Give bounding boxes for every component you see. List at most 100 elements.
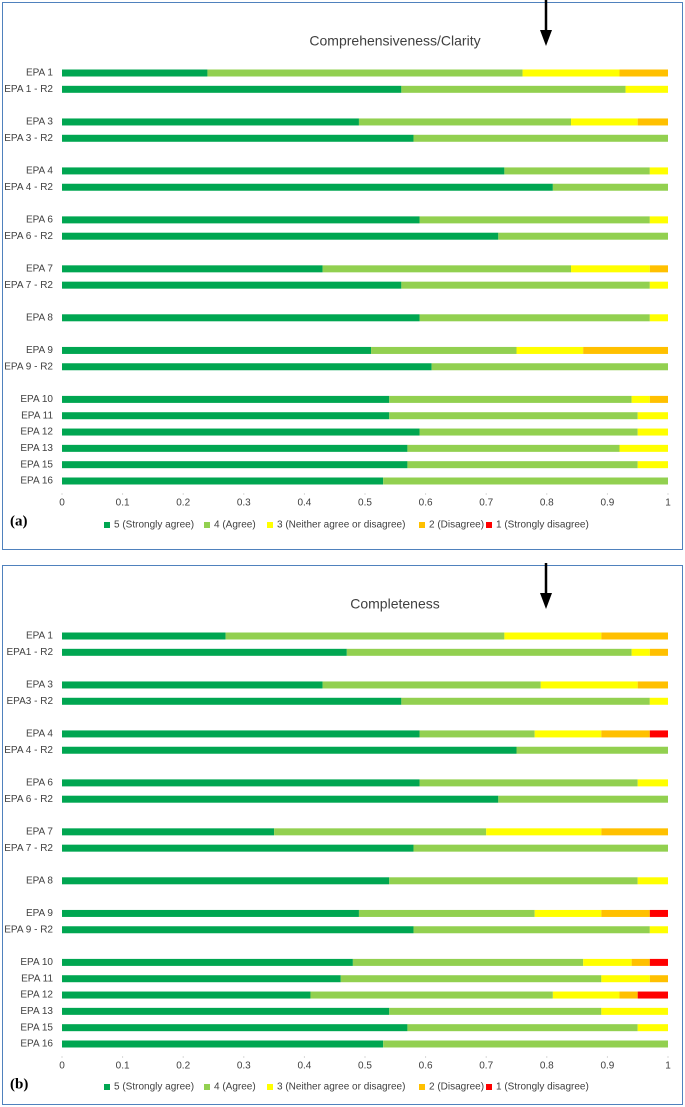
y-tick-label: EPA 11 — [21, 973, 53, 984]
legend-label: 3 (Neither agree or disagree) — [277, 520, 405, 531]
legend-swatch — [104, 522, 110, 528]
bar-segment — [346, 648, 632, 656]
bar-segment — [225, 632, 505, 640]
bar-segment — [637, 428, 668, 436]
bar-segment — [601, 828, 668, 836]
bar-segment — [413, 844, 668, 852]
x-tick-label: 0.6 — [419, 1061, 433, 1072]
bar-segment — [62, 395, 390, 403]
bar-segment — [407, 1024, 638, 1032]
x-tick-label: 0 — [59, 498, 65, 509]
x-tick-label: 0.7 — [479, 1061, 493, 1072]
y-tick-label: EPA 4 - R2 — [4, 745, 53, 756]
bar-segment — [62, 909, 359, 917]
y-tick-label: EPA 9 — [26, 908, 53, 919]
y-tick-label: EPA 4 - R2 — [4, 182, 53, 193]
bar-segment — [637, 991, 668, 999]
bar-segment — [571, 118, 638, 126]
bar-segment — [389, 877, 638, 885]
bar-segment — [552, 991, 620, 999]
bar-segment — [371, 346, 517, 354]
legend-swatch — [104, 1084, 110, 1090]
bar-segment — [62, 746, 517, 754]
bar-segment — [419, 216, 650, 224]
legend-label: 2 (Disagree) — [429, 520, 484, 531]
arrow — [540, 563, 552, 609]
y-tick-label: EPA 13 — [20, 443, 53, 454]
legend-label: 2 (Disagree) — [429, 1082, 484, 1093]
bar-segment — [407, 461, 638, 469]
bar-segment — [62, 85, 402, 93]
bar-segment — [649, 975, 668, 983]
bar-segment — [62, 730, 420, 738]
bar-segment — [62, 958, 353, 966]
bar-segment — [62, 648, 347, 656]
bar-segment — [62, 477, 384, 485]
bar-segment — [62, 975, 341, 983]
x-tick-label: 0.7 — [479, 498, 493, 509]
bar-segment — [401, 85, 626, 93]
panel-label: (b) — [10, 1076, 28, 1092]
bar-segment — [601, 1007, 668, 1015]
x-tick-label: 0 — [59, 1061, 65, 1072]
x-tick-label: 1 — [665, 1061, 671, 1072]
bar-segment — [389, 1007, 602, 1015]
bar-segment — [62, 232, 499, 240]
bar-segment — [62, 363, 432, 371]
y-tick-label: EPA 3 — [26, 117, 53, 128]
bar-segment — [207, 69, 523, 77]
legend-label: 4 (Agree) — [214, 1082, 256, 1093]
bar-segment — [389, 412, 638, 420]
y-tick-label: EPA 1 — [26, 68, 53, 79]
bar-segment — [637, 1024, 668, 1032]
x-tick-label: 0.9 — [600, 1061, 614, 1072]
legend-swatch — [419, 522, 425, 528]
bar-segment — [389, 395, 632, 403]
y-tick-label: EPA 9 - R2 — [4, 361, 53, 372]
bar-segment — [62, 795, 499, 803]
bar-segment — [401, 697, 650, 705]
bar-segment — [413, 134, 668, 142]
y-tick-label: EPA 11 — [21, 410, 53, 421]
bar-segment — [637, 681, 668, 689]
bar-segment — [358, 118, 572, 126]
bar-segment — [637, 779, 668, 787]
bar-segment — [419, 314, 650, 322]
panel-frame — [2, 2, 683, 550]
legend-swatch — [486, 1084, 492, 1090]
legend-label: 4 (Agree) — [214, 520, 256, 531]
bar-segment — [62, 1040, 384, 1048]
y-tick-label: EPA 10 — [20, 957, 53, 968]
chart-title: Completeness — [350, 596, 440, 612]
bar-segment — [649, 958, 668, 966]
bar-segment — [649, 216, 668, 224]
bar-segment — [516, 746, 668, 754]
bar-segment — [413, 926, 650, 934]
bar-segment — [637, 877, 668, 885]
y-tick-label: EPA 4 — [26, 166, 53, 177]
bar-segment — [583, 958, 632, 966]
x-tick-label: 0.3 — [237, 1061, 251, 1072]
bar-segment — [62, 346, 372, 354]
bar-segment — [407, 444, 620, 452]
bar-segment — [583, 346, 668, 354]
bar-segment — [637, 118, 668, 126]
x-tick-label: 0.9 — [600, 498, 614, 509]
bar-segment — [637, 461, 668, 469]
bar-segment — [649, 281, 668, 289]
bar-segment — [62, 877, 390, 885]
bar-segment — [516, 346, 584, 354]
bar-segment — [62, 828, 275, 836]
legend-swatch — [204, 1084, 210, 1090]
bar-segment — [383, 477, 668, 485]
x-tick-label: 0.1 — [116, 1061, 130, 1072]
y-tick-label: EPA 10 — [20, 394, 53, 405]
y-tick-label: EPA 6 - R2 — [4, 231, 53, 242]
y-tick-label: EPA 7 — [26, 826, 53, 837]
y-tick-label: EPA 8 — [26, 312, 53, 323]
y-tick-label: EPA 12 — [20, 427, 53, 438]
y-tick-label: EPA 7 - R2 — [4, 280, 53, 291]
legend-swatch — [267, 522, 273, 528]
bar-segment — [419, 730, 535, 738]
